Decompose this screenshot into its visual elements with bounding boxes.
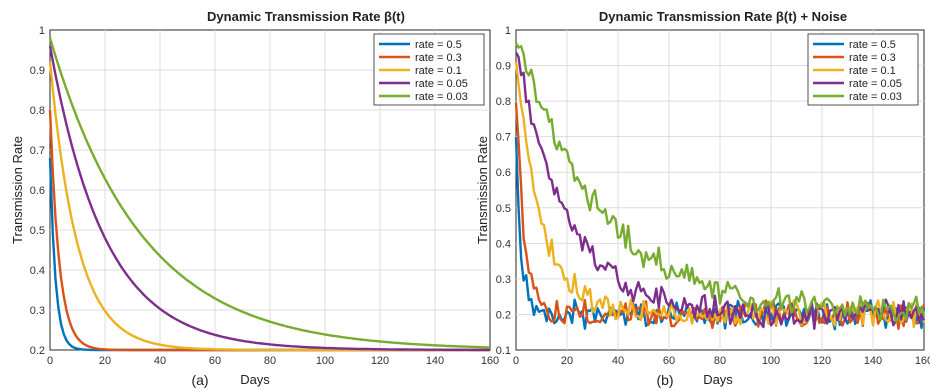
x-tick-label: 20 — [561, 355, 573, 367]
chart-panel-a: Dynamic Transmission Rate β(t) 0 20 40 60 80… — [10, 9, 499, 388]
y-axis-label-b: Transmission Rate — [475, 136, 490, 244]
y-tick-label: 0.7 — [30, 145, 45, 157]
x-tick-label: 140 — [426, 355, 444, 367]
x-tick-label: 20 — [99, 355, 111, 367]
x-tick-label: 0 — [513, 355, 519, 367]
series-line-4 — [514, 51, 926, 330]
y-tick-label: 0.2 — [496, 309, 511, 321]
x-tick-label: 160 — [481, 355, 499, 367]
series-lines-a — [48, 37, 490, 352]
legend-label: rate = 0.5 — [849, 39, 896, 51]
series-line-4 — [48, 45, 490, 352]
x-tick-label: 0 — [47, 355, 53, 367]
x-tick-label: 140 — [864, 355, 882, 367]
y-tick-label: 0.9 — [30, 65, 45, 77]
y-tick-label: 0.5 — [496, 203, 511, 215]
legend-label: rate = 0.05 — [415, 78, 468, 90]
y-tick-label: 0.4 — [30, 265, 45, 277]
y-tick-label: 0.8 — [496, 96, 511, 108]
legend-label: rate = 0.03 — [849, 91, 902, 103]
y-tick-label: 1 — [39, 25, 45, 37]
x-tick-label: 80 — [264, 355, 276, 367]
x-tick-label: 160 — [915, 355, 930, 367]
legend-label: rate = 0.3 — [849, 52, 896, 64]
legend-label: rate = 0.05 — [849, 78, 902, 90]
series-line-5 — [48, 37, 490, 349]
x-tick-label: 60 — [209, 355, 221, 367]
chart-title-a: Dynamic Transmission Rate β(t) — [207, 9, 405, 24]
legend-label: rate = 0.1 — [849, 65, 896, 77]
y-tick-label: 0.3 — [30, 305, 45, 317]
y-tick-label: 0.6 — [30, 185, 45, 197]
chart-panel-b: Dynamic Transmission Rate β(t) + Noise 0… — [475, 9, 930, 388]
y-tick-label: 0.6 — [496, 167, 511, 179]
panel-label-a: (a) — [191, 372, 208, 388]
x-tick-label: 100 — [316, 355, 334, 367]
legend-label: rate = 0.3 — [415, 52, 462, 64]
y-tick-label: 1 — [505, 25, 511, 37]
y-tick-label: 0.7 — [496, 132, 511, 144]
series-lines-b — [514, 42, 926, 331]
y-tick-label: 0.1 — [496, 345, 511, 357]
x-axis-label-a: Days — [240, 372, 270, 387]
tick-labels-a: 0 20 40 60 80 100 120 140 160 0.2 0.3 0.4 0.5 0.6 0.7 0… — [30, 25, 499, 367]
series-line-2 — [514, 102, 926, 330]
tick-labels-b: 0 20 40 60 80 100 120 140 160 0.1 0.2 0.3 0.4 0.5 0.6 0… — [496, 25, 930, 367]
y-tick-label: 0.2 — [30, 345, 45, 357]
legend-label: rate = 0.5 — [415, 39, 462, 51]
y-tick-label: 0.5 — [30, 225, 45, 237]
y-tick-label: 0.4 — [496, 238, 511, 250]
x-tick-label: 80 — [714, 355, 726, 367]
x-tick-label: 100 — [762, 355, 780, 367]
y-axis-label-a: Transmission Rate — [10, 136, 25, 244]
chart-title-b: Dynamic Transmission Rate β(t) + Noise — [599, 9, 847, 24]
legend-label: rate = 0.03 — [415, 91, 468, 103]
y-tick-label: 0.8 — [30, 105, 45, 117]
x-tick-label: 40 — [612, 355, 624, 367]
panel-label-b: (b) — [656, 372, 673, 388]
x-tick-label: 40 — [154, 355, 166, 367]
legend-label: rate = 0.1 — [415, 65, 462, 77]
x-axis-label-b: Days — [703, 372, 733, 387]
y-tick-label: 0.3 — [496, 274, 511, 286]
x-tick-label: 120 — [813, 355, 831, 367]
series-line-5 — [514, 42, 926, 323]
y-tick-label: 0.9 — [496, 61, 511, 73]
x-tick-label: 60 — [663, 355, 675, 367]
x-tick-label: 120 — [371, 355, 389, 367]
